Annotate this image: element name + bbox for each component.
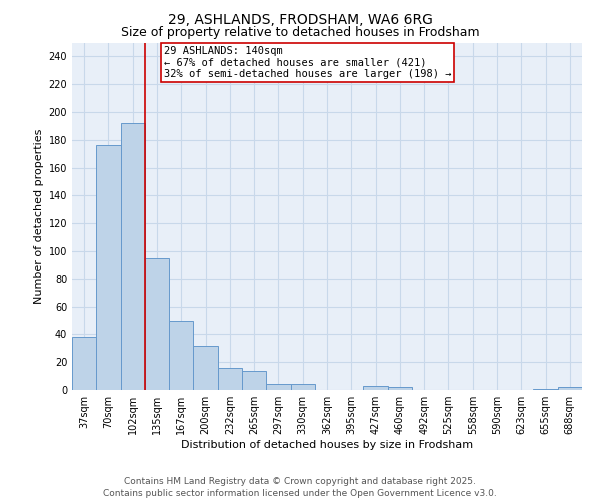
Bar	[364, 386, 388, 390]
X-axis label: Distribution of detached houses by size in Frodsham: Distribution of detached houses by size …	[181, 440, 473, 450]
Y-axis label: Number of detached properties: Number of detached properties	[34, 128, 44, 304]
Bar	[388, 387, 412, 390]
Text: Size of property relative to detached houses in Frodsham: Size of property relative to detached ho…	[121, 26, 479, 39]
Bar	[169, 320, 193, 390]
Bar	[242, 370, 266, 390]
Bar	[193, 346, 218, 390]
Bar	[96, 146, 121, 390]
Bar	[72, 337, 96, 390]
Bar	[218, 368, 242, 390]
Text: 29 ASHLANDS: 140sqm
← 67% of detached houses are smaller (421)
32% of semi-detac: 29 ASHLANDS: 140sqm ← 67% of detached ho…	[164, 46, 451, 79]
Bar	[290, 384, 315, 390]
Bar	[121, 123, 145, 390]
Bar	[145, 258, 169, 390]
Text: 29, ASHLANDS, FRODSHAM, WA6 6RG: 29, ASHLANDS, FRODSHAM, WA6 6RG	[167, 12, 433, 26]
Text: Contains HM Land Registry data © Crown copyright and database right 2025.
Contai: Contains HM Land Registry data © Crown c…	[103, 476, 497, 498]
Bar	[533, 388, 558, 390]
Bar	[558, 387, 582, 390]
Bar	[266, 384, 290, 390]
